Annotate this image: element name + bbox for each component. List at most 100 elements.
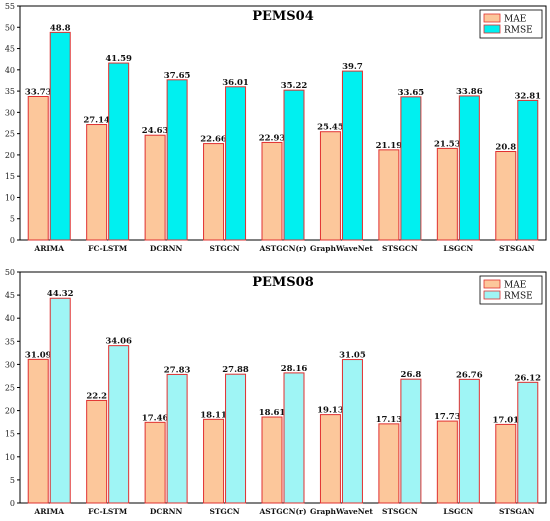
data-label: 22.93 [259,133,286,143]
bar-mae-stsgcn [378,149,400,241]
x-tick-label: ARIMA [33,507,64,516]
chart-pems04: 0 5 10 15 20 25 30 35 40 45 50 55 33.73 48.8 ARIMA 27.1… [5,2,547,253]
data-label: 26.76 [456,370,483,380]
y-tick-label: 10 [5,453,15,462]
data-label: 27.88 [222,365,249,375]
y-tick-label: 0 [10,499,15,508]
x-tick-label: STSGAN [499,244,535,253]
plot-frame [19,5,547,241]
data-label: 18.61 [259,408,286,418]
y-tick-label: 25 [5,384,15,393]
bar-mae-arima [27,358,49,504]
y-tick-label: 20 [5,407,15,416]
data-label: 44.32 [47,289,74,299]
bar-mae-stsgan [495,423,517,504]
bar-rmse-fclstm [108,62,130,241]
bar-mae-graphwavenet [319,131,341,241]
x-tick-label: STSGCN [382,507,418,516]
x-tick-label: DCRNN [150,507,183,516]
bar-mae-dcrnn [144,421,166,504]
y-tick-label: 30 [5,108,15,117]
x-tick-label: ASTGCN(r) [258,244,306,253]
bar-rmse-stgcn [225,373,247,504]
legend-label-rmse: RMSE [504,292,533,302]
legend-label-rmse: RMSE [504,26,533,36]
y-tick-label: 55 [5,2,15,11]
y-tick-label: 0 [10,236,15,245]
data-label: 27.83 [164,365,191,375]
chart-title: PEMS04 [252,9,314,24]
data-label: 18.11 [200,410,227,420]
x-tick-label: STGCN [209,244,239,253]
bar-rmse-fclstm [108,345,130,504]
bar-rmse-stsgcn [400,378,422,504]
data-label: 22.2 [86,391,107,401]
bar-mae-graphwavenet [319,414,341,504]
data-label: 21.19 [376,141,403,151]
data-label: 31.05 [339,351,366,361]
y-tick-label: 25 [5,130,15,139]
y-tick-label: 5 [10,476,15,485]
bar-rmse-stgcn [225,86,247,241]
bar-rmse-graphwavenet [341,359,363,504]
y-tick-label: 40 [5,314,15,323]
x-tick-label: STSGAN [499,507,535,516]
bar-rmse-arima [49,297,71,504]
data-label: 17.46 [142,413,169,423]
bar-mae-dcrnn [144,134,166,241]
x-tick-label: DCRNN [150,244,183,253]
y-tick-label: 30 [5,360,15,369]
bar-mae-lsgcn [436,420,458,504]
y-tick-label: 15 [5,172,15,181]
x-tick-label: GraphWaveNet [310,507,373,516]
data-label: 17.01 [492,415,519,425]
data-label: 34.06 [105,337,132,347]
bar-rmse-astgcnr [283,372,305,504]
x-tick-label: STGCN [209,507,239,516]
data-label: 25.45 [317,123,344,133]
data-label: 33.86 [456,87,483,97]
bar-mae-fclstm [86,124,108,241]
bar-rmse-arima [49,31,71,241]
legend-label-mae: MAE [504,281,526,291]
bar-rmse-stsgan [517,381,539,504]
bar-rmse-dcrnn [166,373,188,504]
y-tick-label: 40 [5,66,15,75]
x-tick-label: GraphWaveNet [310,244,373,253]
data-label: 22.66 [200,135,227,145]
data-label: 21.53 [434,139,461,149]
y-tick-label: 35 [5,337,15,346]
data-label: 24.63 [142,126,169,136]
bar-rmse-astgcnr [283,89,305,241]
y-tick-label: 15 [5,430,15,439]
x-tick-label: ARIMA [33,244,64,253]
y-tick-label: 50 [5,23,15,32]
data-label: 35.22 [281,81,308,91]
x-tick-label: LSGCN [443,244,473,253]
bar-mae-astgcnr [261,416,283,504]
legend-swatch-rmse [483,290,501,300]
x-tick-label: FC-LSTM [88,244,127,253]
data-label: 17.73 [434,412,461,422]
bar-mae-fclstm [86,399,108,504]
x-tick-label: LSGCN [443,507,473,516]
bar-rmse-stsgcn [400,96,422,241]
data-label: 33.65 [398,88,425,98]
data-label: 26.12 [514,373,541,383]
x-tick-label: STSGCN [382,244,418,253]
bar-rmse-lsgcn [458,95,480,241]
data-label: 39.7 [342,62,363,72]
legend-swatch-mae [483,279,501,289]
bar-rmse-graphwavenet [341,70,363,241]
bar-mae-stgcn [203,418,225,504]
y-tick-label: 5 [10,215,15,224]
data-label: 37.65 [164,71,191,81]
data-label: 31.09 [25,350,52,360]
data-label: 41.59 [105,54,132,64]
legend-swatch-rmse [483,24,501,34]
data-label: 27.14 [83,116,110,126]
data-label: 36.01 [222,78,249,88]
legend-swatch-mae [483,13,501,23]
y-tick-label: 20 [5,151,15,160]
data-label: 20.8 [495,143,516,153]
